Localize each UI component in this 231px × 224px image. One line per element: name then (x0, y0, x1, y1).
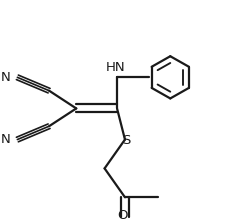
Text: N: N (1, 71, 11, 84)
Text: O: O (117, 209, 128, 222)
Text: HN: HN (106, 61, 126, 74)
Text: S: S (122, 134, 130, 147)
Text: N: N (1, 133, 11, 146)
